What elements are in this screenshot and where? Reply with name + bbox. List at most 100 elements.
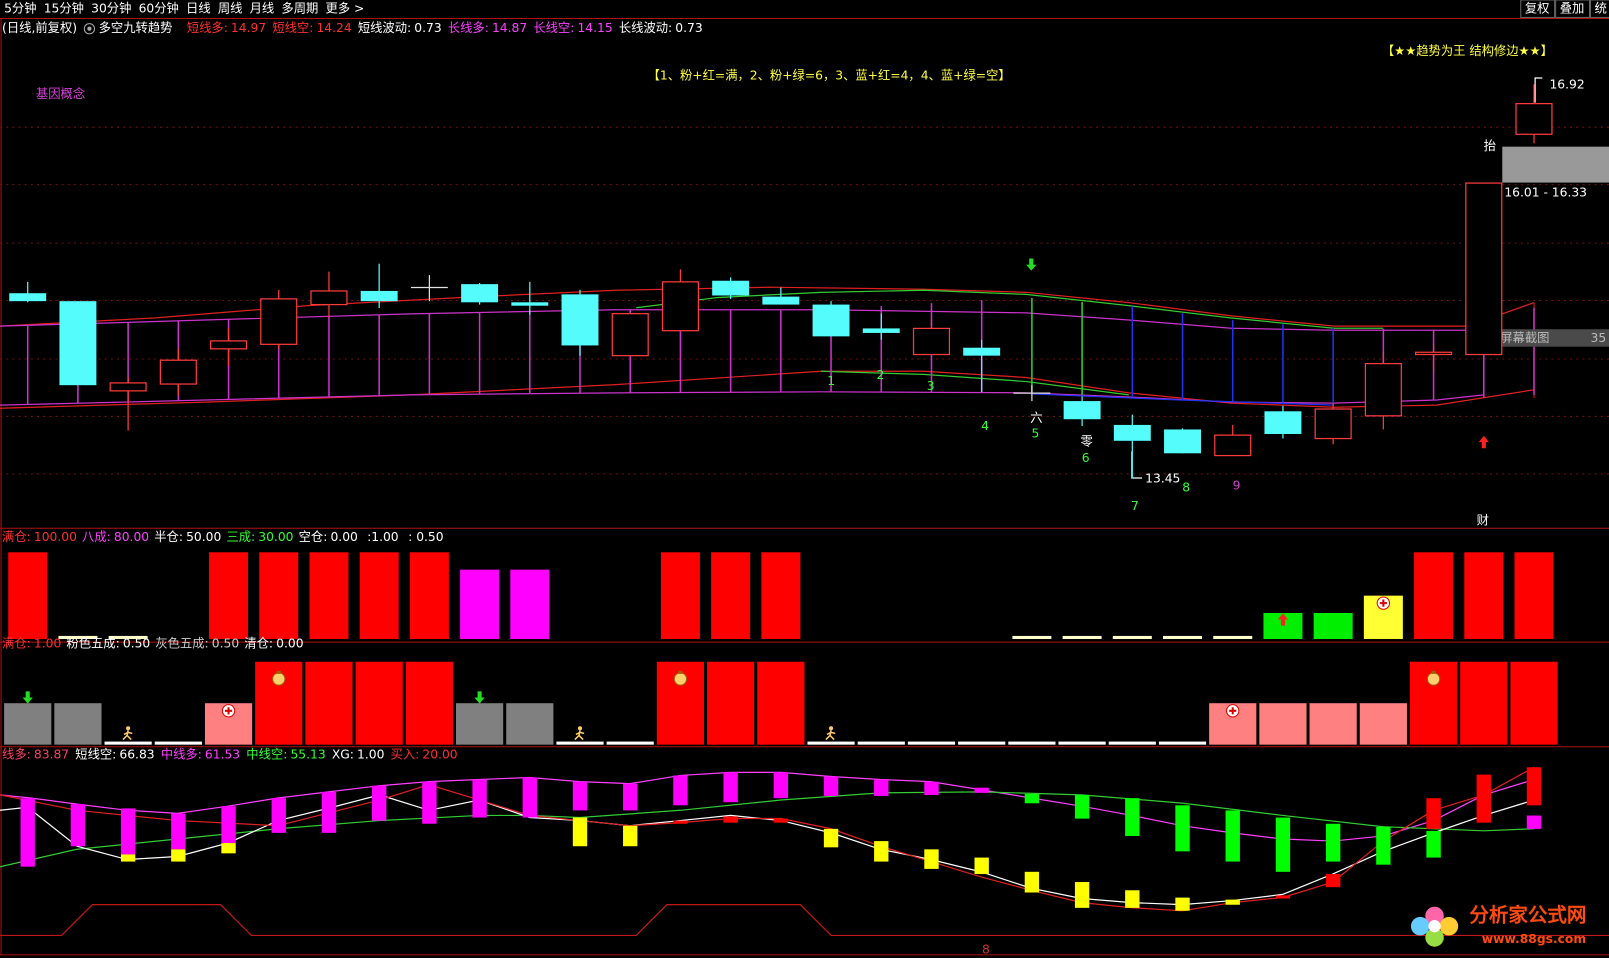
range-bar	[1225, 810, 1240, 862]
range-bar	[924, 781, 939, 796]
count-label: 8	[1182, 481, 1190, 495]
runner-icon	[829, 726, 834, 731]
bar	[54, 703, 102, 745]
runner-icon	[577, 726, 583, 731]
range-bar	[572, 781, 588, 811]
price-block	[1502, 146, 1609, 183]
bar	[1163, 635, 1203, 640]
candle-body	[1264, 411, 1302, 434]
range-bar	[472, 779, 487, 818]
indicator-icon	[87, 26, 92, 31]
screenshot-label[interactable]: 屏幕截图	[1500, 331, 1549, 345]
range-bar	[723, 772, 738, 803]
bar	[606, 741, 654, 745]
legend-value: 0.73	[414, 21, 441, 35]
indicator-icon	[83, 23, 96, 35]
bar	[1213, 635, 1253, 640]
period-tab[interactable]: 15分钟	[44, 1, 84, 16]
candle-body	[611, 313, 649, 357]
range-bar	[1074, 882, 1090, 908]
runner-icon	[574, 730, 585, 741]
range-bar	[1225, 899, 1240, 905]
range-bar	[70, 804, 86, 847]
bar	[1359, 703, 1407, 745]
legend-value: 14.24	[316, 21, 351, 35]
legend-value: 80.00	[114, 530, 149, 544]
period-tab[interactable]: 月线	[250, 2, 275, 16]
candle-body	[1465, 182, 1503, 356]
money-bag-icon	[673, 672, 688, 686]
range-bar	[522, 777, 537, 818]
legend-value: 55.13	[290, 747, 325, 761]
bar	[1514, 552, 1554, 640]
range-bar	[1376, 826, 1391, 865]
candle-body	[310, 290, 348, 306]
plus-icon	[1379, 599, 1387, 607]
period-tab[interactable]: 更多 >	[326, 2, 365, 16]
toolbar-button-label[interactable]: 统	[1595, 2, 1607, 16]
range-bar	[773, 772, 789, 799]
legend-name: 三成:	[226, 530, 255, 544]
range-bar	[723, 816, 738, 823]
legend-name: 粉色五成:	[66, 636, 119, 651]
arrow-icon	[474, 691, 485, 704]
legend-name: 灰色五成:	[155, 637, 208, 651]
period-tab[interactable]: 5分钟	[4, 1, 36, 16]
bar	[1108, 741, 1156, 745]
watermark-name: 分析家公式网	[1469, 903, 1586, 926]
bar	[711, 552, 751, 640]
legend-value: 61.53	[205, 747, 240, 761]
low-label: 13.45	[1145, 472, 1180, 486]
range-bar	[572, 817, 588, 847]
candle-body	[159, 359, 197, 385]
period-tab[interactable]: 60分钟	[139, 1, 179, 16]
runner-icon	[825, 730, 836, 741]
range-bar	[874, 841, 889, 862]
range-bar	[120, 808, 136, 855]
logo-petal	[1410, 916, 1430, 936]
bar	[707, 661, 755, 745]
period-tab[interactable]: 周线	[218, 2, 243, 16]
range-bar	[321, 791, 337, 833]
screenshot-box[interactable]	[1469, 329, 1609, 347]
candle-body	[1113, 424, 1151, 441]
logo-petal	[1425, 928, 1444, 947]
tai-label: 抬	[1484, 139, 1496, 153]
bar	[1309, 703, 1357, 745]
money-bag-icon	[276, 670, 281, 674]
period-tab[interactable]: 日线	[186, 2, 211, 16]
money-bag-icon	[272, 672, 286, 686]
period-tab[interactable]: 多周期	[281, 2, 318, 16]
bar	[359, 552, 399, 640]
toolbar-button[interactable]	[1555, 0, 1591, 18]
toolbar-button[interactable]	[1520, 0, 1556, 18]
logo-center	[1428, 920, 1441, 933]
period-tab[interactable]: 30分钟	[91, 1, 131, 16]
legend-value: 1.00	[34, 637, 61, 651]
legend-value: 30.00	[258, 530, 293, 544]
lower-green-line	[820, 370, 1129, 396]
legend-value: 14.97	[231, 21, 266, 35]
range-bar	[974, 857, 989, 875]
legend-name: 长线空:	[533, 21, 574, 35]
legend-value: 1.00	[357, 747, 384, 761]
toolbar-button-label[interactable]: 叠加	[1560, 2, 1585, 16]
range-bar	[422, 781, 437, 824]
toolbar-button[interactable]	[1590, 0, 1609, 18]
indicator-name: 多空九转趋势	[99, 20, 173, 35]
bar	[1510, 661, 1558, 745]
legend-extra: : 0.50	[408, 530, 443, 544]
range-bar	[1426, 798, 1441, 829]
range-bar	[120, 854, 136, 862]
range-bar	[673, 775, 688, 806]
watermark: 分析家公式网 www.88gs.com	[1410, 903, 1586, 947]
legend-value: 0.50	[123, 637, 150, 651]
range-bar	[623, 783, 638, 811]
bar	[8, 552, 48, 640]
candle-body	[260, 298, 298, 345]
bar	[1259, 703, 1307, 745]
range-bar	[221, 806, 236, 844]
bar	[506, 703, 554, 745]
toolbar-button-label[interactable]: 复权	[1525, 2, 1550, 16]
